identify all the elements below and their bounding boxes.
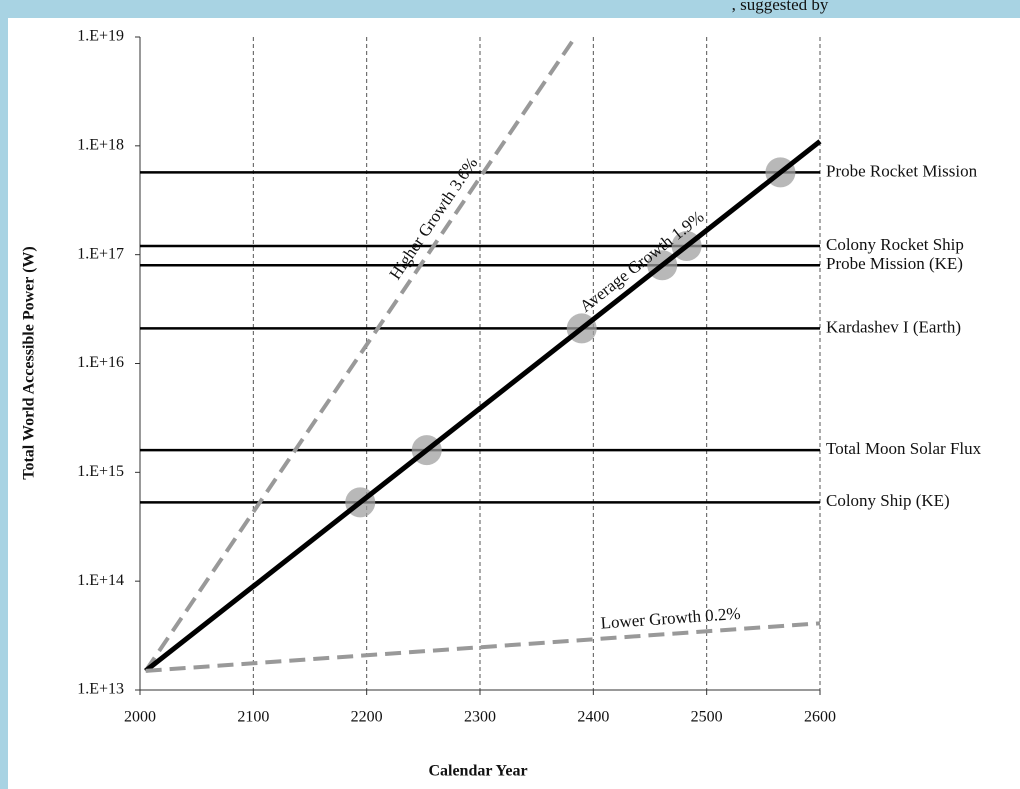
series-line	[144, 139, 822, 673]
x-tick-label: 2400	[577, 709, 609, 726]
y-tick-label: 1.E+14	[77, 572, 124, 589]
x-tick-label: 2300	[464, 709, 496, 726]
reference-label: Colony Rocket Ship	[826, 235, 964, 254]
x-tick-label: 2000	[124, 709, 156, 726]
plot-panel	[8, 18, 1020, 789]
x-axis-title: Calendar Year	[428, 763, 527, 780]
x-tick-label: 2200	[351, 709, 383, 726]
x-tick-label: 2100	[237, 709, 269, 726]
y-tick-label: 1.E+15	[77, 463, 124, 480]
reference-label: Total Moon Solar Flux	[826, 439, 982, 458]
reference-label: Kardashev I (Earth)	[826, 317, 961, 336]
x-tick-label: 2600	[804, 709, 836, 726]
x-tick-label: 2500	[691, 709, 723, 726]
y-tick-label: 1.E+16	[77, 354, 124, 371]
series-line	[145, 621, 821, 673]
reference-label: Probe Mission (KE)	[826, 254, 963, 273]
reference-label: Probe Rocket Mission	[826, 161, 978, 180]
y-tick-label: 1.E+13	[77, 681, 124, 698]
y-axis-title: Total World Accessible Power (W)	[21, 246, 38, 479]
y-tick-label: 1.E+17	[77, 245, 124, 262]
y-tick-label: 1.E+18	[77, 137, 124, 154]
reference-label: Colony Ship (KE)	[826, 491, 950, 510]
chart-title: , suggested by	[732, 0, 829, 14]
series-line	[144, 35, 577, 672]
y-tick-label: 1.E+19	[77, 28, 124, 45]
